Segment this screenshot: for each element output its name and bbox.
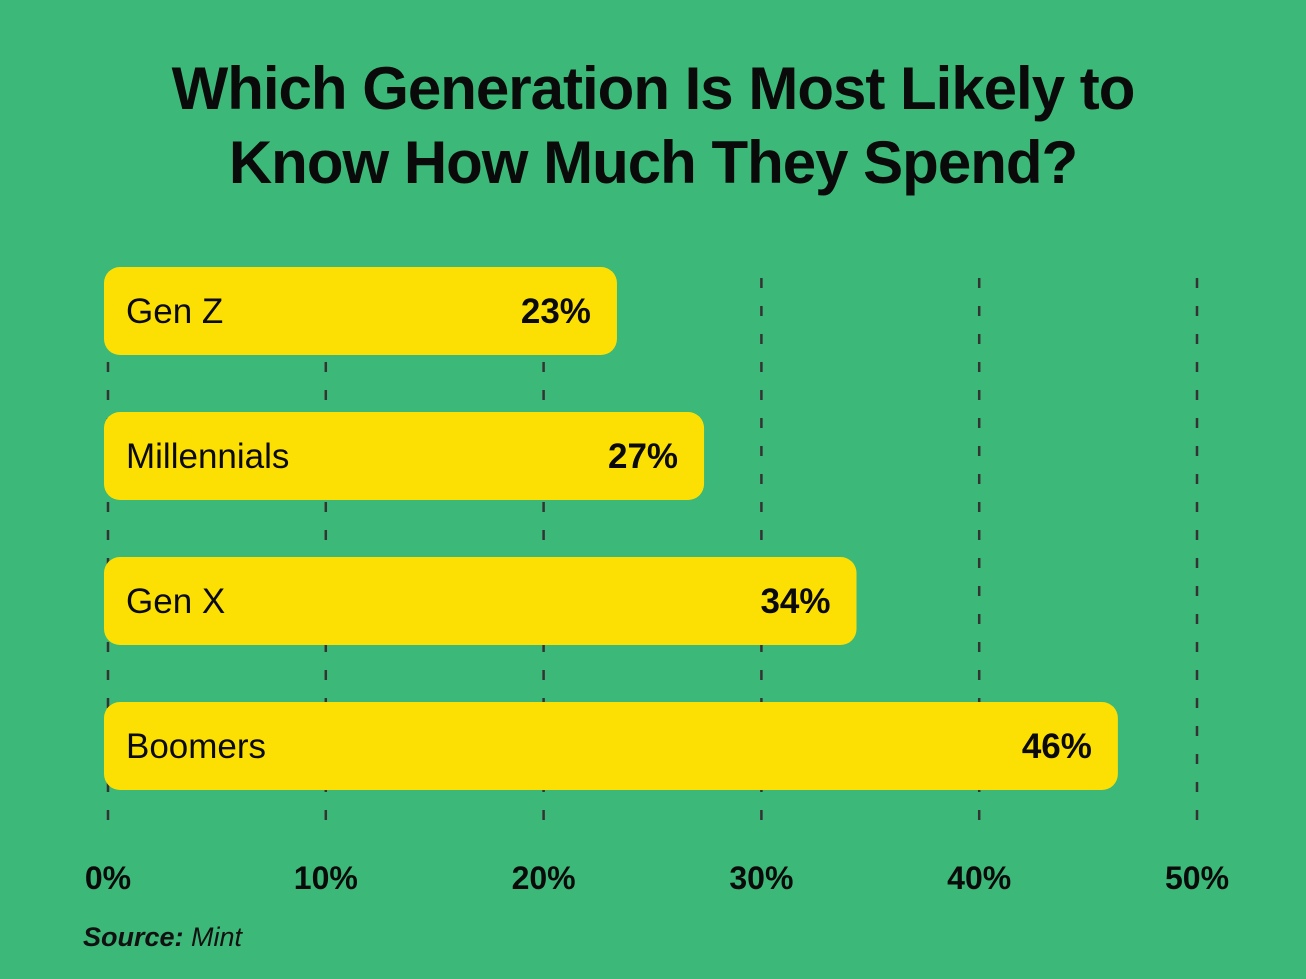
title-line-2: Know How Much They Spend? [228, 129, 1078, 196]
bar [104, 267, 617, 355]
source-value: Mint [191, 922, 243, 952]
value-label: 23% [521, 292, 591, 331]
value-label: 34% [760, 582, 830, 621]
x-tick-label: 50% [1165, 860, 1229, 896]
value-label: 46% [1022, 727, 1092, 766]
source-label: Source: [83, 922, 184, 952]
category-label: Boomers [126, 727, 266, 766]
x-tick-label: 0% [85, 860, 131, 896]
value-label: 27% [608, 437, 678, 476]
bar [104, 412, 705, 500]
bar [104, 702, 1118, 790]
title-line-1: Which Generation Is Most Likely to [171, 55, 1136, 122]
category-label: Gen X [126, 582, 225, 621]
bar [104, 557, 857, 645]
x-tick-label: 20% [512, 860, 576, 896]
x-tick-label: 10% [294, 860, 358, 896]
x-tick-label: 40% [947, 860, 1011, 896]
category-label: Millennials [126, 437, 289, 476]
x-tick-label: 30% [729, 860, 793, 896]
chart-title: Which Generation Is Most Likely to Know … [0, 52, 1306, 200]
source-note: Source: Mint [83, 922, 242, 953]
category-label: Gen Z [126, 292, 223, 331]
